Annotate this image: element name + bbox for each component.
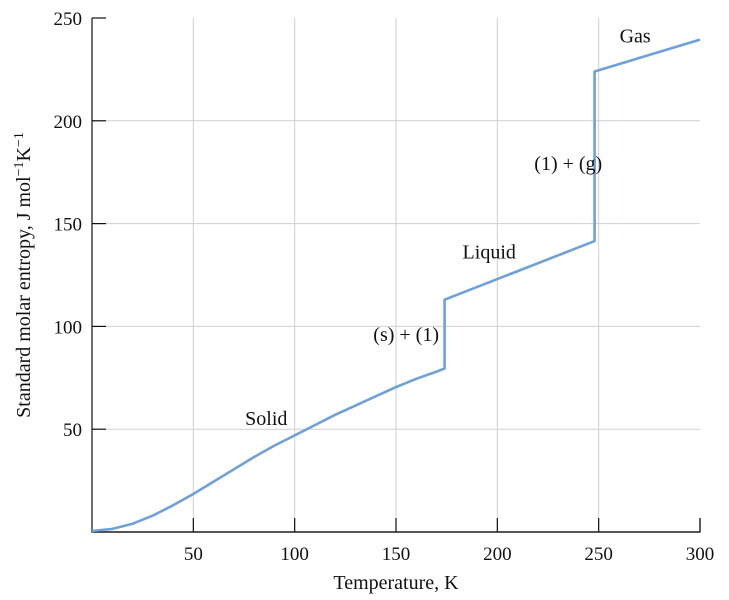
- y-tick-label: 100: [54, 317, 83, 338]
- series-layer: [91, 38, 701, 533]
- annotations: Solid (s) + (1) Liquid (1) + (g) Gas: [245, 26, 651, 430]
- annotation-label: Gas: [620, 26, 651, 48]
- x-tick-label: 300: [686, 544, 715, 565]
- entropy-curve-line: [91, 38, 701, 533]
- x-tick-label: 150: [382, 544, 411, 565]
- y-tick-label: 50: [63, 420, 82, 441]
- x-tick-label: 100: [280, 544, 309, 565]
- annotation-label: (1) + (g): [534, 153, 602, 175]
- x-tick-label: 250: [584, 544, 613, 565]
- x-axis-title: Temperature, K: [333, 572, 459, 594]
- y-axis-title: Standard molar entropy, J mol−1K−1: [12, 132, 36, 418]
- ticks: 50 100 150 200 250 300 50 100 150 200 250: [54, 9, 715, 565]
- y-axis-title-mid: K: [13, 147, 35, 162]
- x-tick-label: 50: [184, 544, 203, 565]
- annotation-label: Liquid: [463, 242, 516, 264]
- annotation-label: (s) + (1): [373, 324, 439, 346]
- annotation-label: Solid: [245, 408, 287, 430]
- y-tick-label: 250: [54, 9, 83, 30]
- y-axis-title-main: Standard molar entropy, J mol: [13, 176, 35, 418]
- y-tick-label: 150: [54, 215, 83, 236]
- y-axis-title-sup2: −1: [12, 132, 27, 147]
- y-axis-title-sup1: −1: [12, 162, 27, 177]
- y-tick-label: 200: [54, 112, 83, 133]
- x-tick-label: 200: [483, 544, 512, 565]
- grid-lines: [92, 18, 700, 532]
